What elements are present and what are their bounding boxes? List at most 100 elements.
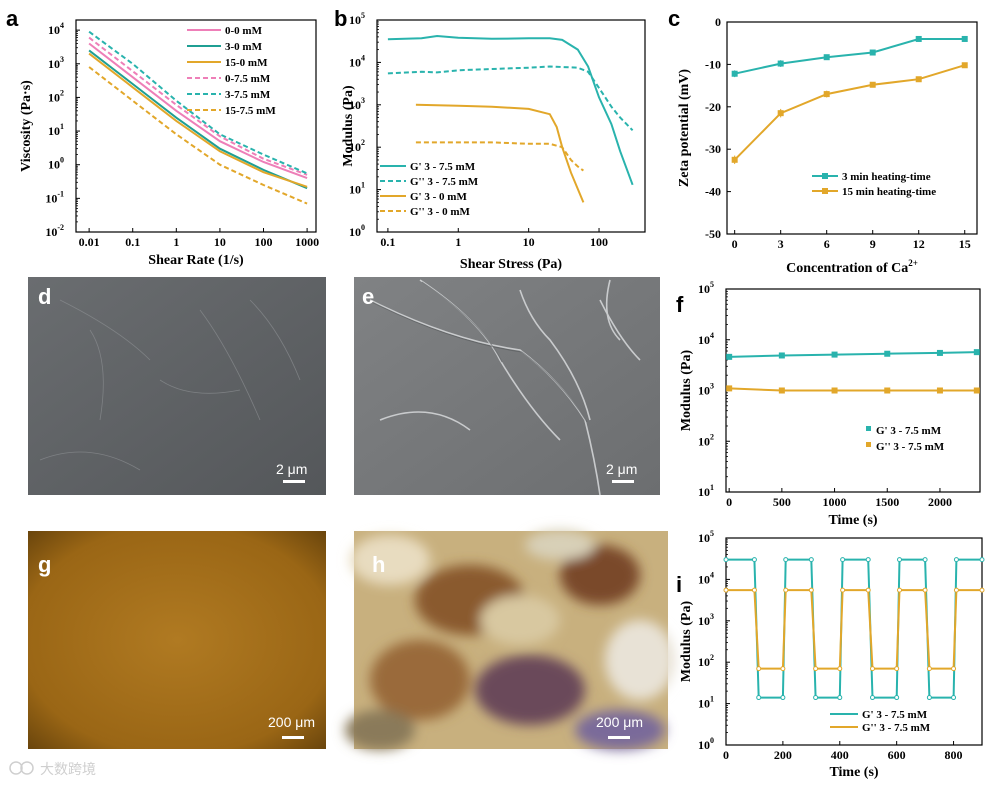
x-tick-label: 1 [173,235,179,249]
legend-entry: 15-0 mM [225,57,268,69]
y-axis-label: Modulus (Pa) [679,601,694,683]
data-point [731,70,738,77]
legend-entry: G' 3 - 7.5 mM [876,425,942,437]
data-point [884,350,891,357]
y-tick-label: 10-2 [45,223,64,239]
scale-bar-label-e: 2 μm [606,461,637,477]
x-tick-label: 600 [888,748,906,762]
data-point [936,349,943,356]
data-point [951,695,957,701]
scale-bar-g [282,736,304,739]
x-tick-label: 2000 [928,495,952,509]
y-tick-label: 100 [698,736,714,752]
data-point [837,666,843,672]
data-point [831,387,838,394]
scale-bar-label-h: 200 μm [596,714,643,730]
data-point [813,695,819,701]
panel-letter-i: i [676,572,682,597]
scale-bar-label-d: 2 μm [276,461,307,477]
data-point [869,81,876,88]
data-point [756,695,762,701]
y-tick-exponent: 1 [710,695,714,704]
data-point [869,666,875,672]
data-point [837,695,843,701]
data-point [780,695,786,701]
legend-entry: G'' 3 - 7.5 mM [876,441,945,453]
series-line-a-2 [88,52,308,188]
y-tick-label: 101 [48,122,64,138]
x-tick-label: 200 [774,748,792,762]
y-tick-label: 0 [715,15,721,29]
data-point [926,666,932,672]
data-point [780,666,786,672]
x-axis-label: Concentration of Ca2+ [786,258,918,276]
data-point [973,349,980,356]
plot-frame [726,21,978,235]
y-tick-exponent: 5 [710,280,714,289]
data-point [726,385,733,392]
legend-entry: G' 3 - 7.5 mM [862,709,928,721]
data-point [723,587,729,593]
data-point [961,35,968,42]
y-tick-exponent: 5 [710,529,714,538]
data-point [915,76,922,83]
x-tick-label: 10 [214,235,226,249]
data-point [751,587,757,593]
data-point [777,60,784,67]
data-point [869,695,875,701]
data-point [894,666,900,672]
y-axis-label: Modulus (Pa) [341,85,356,167]
y-tick-exponent: 3 [60,55,64,64]
data-point [865,587,871,593]
scale-bar-h [608,736,630,739]
y-tick-label: 10-1 [45,189,64,205]
y-tick-label: 105 [698,280,714,296]
data-point [897,587,903,593]
y-axis-label: Modulus (Pa) [679,350,694,432]
data-point [915,35,922,42]
data-point [731,156,738,163]
series-line-c-1 [733,64,965,161]
data-point [723,557,729,563]
x-tick-label: 15 [959,237,971,251]
x-axis-label: Time (s) [829,765,878,780]
x-tick-label: 0.01 [79,235,100,249]
x-tick-label: 100 [590,235,608,249]
x-tick-label: 500 [773,495,791,509]
series-line-a-5 [88,66,308,205]
legend-entry: G'' 3 - 7.5 mM [862,722,931,734]
data-point [813,666,819,672]
y-tick-exponent: 3 [361,96,365,105]
data-point [884,387,891,394]
data-point [777,110,784,117]
y-tick-exponent: 0 [710,736,714,745]
legend-entry: G'' 3 - 0 mM [410,206,470,218]
y-tick-exponent: 1 [710,483,714,492]
scale-bar-e [612,480,634,483]
data-point [778,387,785,394]
y-tick-label: 103 [48,55,64,71]
data-point [726,353,733,360]
y-tick-label: 103 [698,612,714,628]
x-tick-label: 0 [723,748,729,762]
data-point [979,587,985,593]
scale-bar-d [283,480,305,483]
y-tick-exponent: 3 [710,382,714,391]
y-tick-label: 101 [698,695,714,711]
sem-fibers-d [39,299,301,471]
y-tick-label: -10 [705,57,721,71]
series-line-c-0 [734,38,965,75]
data-point [951,666,957,672]
data-point [926,695,932,701]
x-axis-label-superscript: 2+ [908,258,918,268]
legend-entry: G'' 3 - 7.5 mM [410,176,479,188]
y-tick-label: 102 [48,88,64,104]
series-line-a-4 [88,30,308,175]
y-tick-exponent: 2 [710,653,714,662]
y-tick-exponent: 1 [361,181,365,190]
legend-entry: 15-7.5 mM [225,105,276,117]
x-tick-label: 0.1 [380,235,395,249]
legend-entry: G' 3 - 7.5 mM [410,161,476,173]
